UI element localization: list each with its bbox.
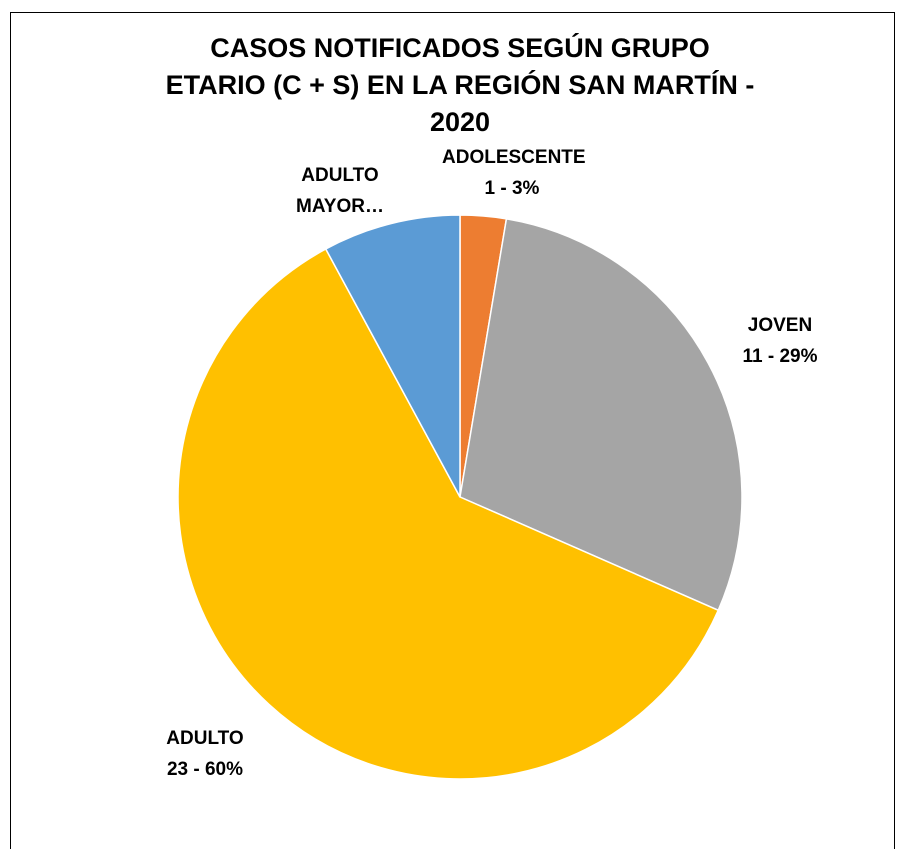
category-label: JOVEN — [747, 315, 813, 336]
chart-frame — [10, 12, 895, 849]
category-label: ADULTO MAYOR… — [296, 165, 384, 217]
value-label: 23 - 60% — [166, 759, 244, 780]
category-label: ADOLESCENTE — [442, 147, 586, 168]
slice-label: ADOLESCENTE 1 - 3% — [442, 142, 586, 204]
value-label: 1 - 3% — [484, 178, 540, 199]
slice-label: ADULTO MAYOR… — [285, 160, 395, 222]
slice-label: JOVEN 11 - 29% — [710, 310, 850, 372]
category-label: ADULTO — [166, 728, 244, 749]
chart-title: CASOS NOTIFICADOS SEGÚN GRUPO ETARIO (C … — [165, 33, 755, 137]
pie-slice — [177, 247, 720, 780]
value-label: 11 - 29% — [742, 346, 818, 367]
slice-label: ADULTO 23 - 60% — [135, 723, 275, 785]
pie-slice — [324, 214, 461, 498]
pie-slice — [459, 217, 743, 612]
